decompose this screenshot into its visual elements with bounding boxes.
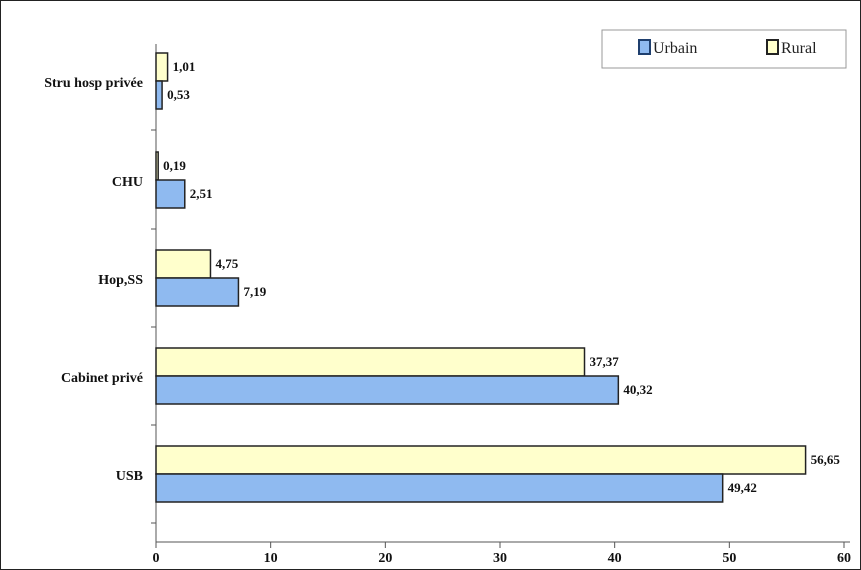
- bar-rural: [155, 52, 169, 82]
- data-label-urbain: 0,53: [167, 87, 190, 102]
- bar-urbain: [155, 375, 620, 405]
- plot-area: 0 10 20 30 40 50 60 USB 56,65 49,42 Cabinet privé 3…: [44, 44, 851, 566]
- legend-swatch-rural: [766, 39, 779, 55]
- legend-label-rural: Rural: [781, 40, 817, 57]
- data-label-rural: 56,65: [811, 452, 841, 467]
- bar-urbain: [155, 80, 163, 110]
- x-tick-label: 50: [722, 551, 736, 566]
- data-label-rural: 37,37: [590, 354, 620, 369]
- bar-rural: [155, 249, 212, 279]
- legend-label-urbain: Urbain: [653, 40, 697, 57]
- bar-rural: [155, 151, 159, 181]
- bar-rural: [155, 347, 586, 377]
- category-label: USB: [116, 469, 143, 484]
- data-label-rural: 0,19: [163, 158, 186, 173]
- bar-urbain: [155, 179, 186, 209]
- legend: Urbain Rural: [601, 29, 847, 69]
- category-label: Hop,SS: [98, 273, 143, 288]
- data-label-urbain: 40,32: [623, 382, 652, 397]
- bar-rural: [155, 445, 807, 475]
- legend-swatch-urbain: [638, 39, 651, 55]
- category-label: CHU: [112, 175, 143, 190]
- x-tick-label: 40: [608, 551, 622, 566]
- x-tick-label: 0: [153, 551, 160, 566]
- bar-urbain: [155, 277, 240, 307]
- data-label-urbain: 2,51: [190, 186, 213, 201]
- x-tick-label: 20: [378, 551, 392, 566]
- category-label: Cabinet privé: [61, 371, 143, 386]
- bar-urbain: [155, 473, 724, 503]
- data-label-urbain: 49,42: [728, 480, 757, 495]
- data-label-rural: 1,01: [173, 59, 196, 74]
- data-label-rural: 4,75: [215, 256, 238, 271]
- x-tick-label: 30: [493, 551, 507, 566]
- data-label-urbain: 7,19: [243, 284, 266, 299]
- x-tick-label: 10: [264, 551, 278, 566]
- category-label: Stru hosp privée: [44, 76, 143, 91]
- x-tick-label: 60: [837, 551, 851, 566]
